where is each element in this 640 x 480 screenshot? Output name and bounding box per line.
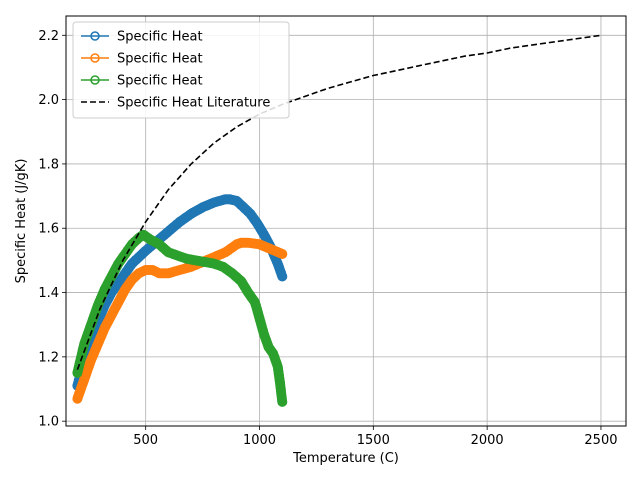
data-point — [277, 249, 288, 259]
legend-marker — [90, 75, 100, 85]
x-tick-label: 500 — [133, 433, 158, 448]
y-tick-label: 1.6 — [38, 222, 59, 237]
series-2 — [72, 237, 288, 404]
y-tick-label: 1.0 — [38, 415, 59, 430]
x-tick-label: 2500 — [584, 433, 617, 448]
y-tick-label: 1.2 — [38, 350, 59, 365]
x-tick-label: 1500 — [357, 433, 390, 448]
legend-label: Specific Heat — [117, 74, 203, 89]
legend-marker — [90, 31, 100, 41]
plot-frame — [65, 15, 627, 427]
series-4 — [76, 34, 602, 370]
legend-box — [72, 21, 290, 119]
legend-item: Specific Heat — [81, 52, 203, 67]
plot-data — [72, 34, 602, 407]
x-tick-label: 1000 — [243, 433, 276, 448]
literature-line — [76, 34, 602, 370]
series-3 — [72, 229, 288, 407]
y-tick-label: 1.8 — [38, 157, 59, 172]
y-tick-label: 1.4 — [38, 286, 59, 301]
legend-marker — [90, 53, 100, 63]
axis-ticks: 500 1000 1500 2000 2500 1.0 1.2 1.4 1.6 1.8 2.0 2.2 — [38, 29, 617, 448]
legend-label: Specific Heat — [117, 30, 203, 45]
data-point — [277, 271, 288, 282]
x-axis-label: Temperature (C) — [292, 451, 399, 466]
legend-item: Specific Heat — [81, 30, 203, 45]
legend: Specific Heat Specific Heat Specific Heat S… — [72, 21, 290, 119]
legend-item: Specific Heat — [81, 74, 203, 89]
legend-label: Specific Heat — [117, 52, 203, 67]
x-tick-label: 2000 — [471, 433, 504, 448]
y-tick-label: 2.2 — [38, 29, 59, 44]
data-point — [277, 396, 288, 407]
legend-item: Specific Heat Literature — [81, 96, 270, 111]
y-tick-label: 2.0 — [38, 93, 59, 108]
series-1 — [72, 194, 288, 391]
y-axis-label: Specific Heat (J/gK) — [14, 159, 29, 284]
legend-label: Specific Heat Literature — [117, 96, 270, 111]
